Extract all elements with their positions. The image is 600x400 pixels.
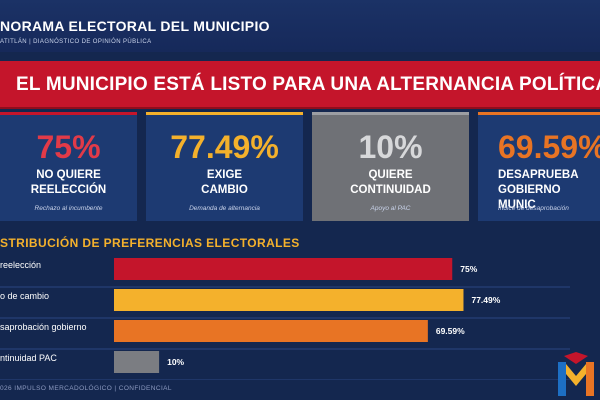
page-subtitle: ATITLÁN | DIAGNÓSTICO DE OPINIÓN PÚBLICA [0, 39, 152, 45]
kpi-label: EXIGE CAMBIO [201, 169, 248, 196]
kpi-label: QUIERE CONTINUIDAD [350, 169, 431, 196]
category-label: saprobación gobierno [0, 322, 87, 332]
headline-text: EL MUNICIPIO ESTÁ LISTO PARA UNA ALTERNA… [16, 74, 600, 95]
kpi-value: 10% [358, 129, 423, 165]
bar [114, 351, 160, 373]
category-label: o de cambio [0, 291, 49, 301]
category-label: ntinuidad PAC [0, 353, 57, 363]
kpi-note: Rechazo al incumbente [34, 205, 103, 212]
kpi-note: Demanda de alternancia [189, 205, 260, 212]
bar [114, 289, 464, 311]
kpi-value: 69.59% [498, 129, 600, 165]
kpi-card-demands-change: 77.49% EXIGE CAMBIO Demanda de alternanc… [146, 112, 303, 221]
value-label: 75% [460, 264, 477, 274]
value-label: 69.59% [436, 326, 465, 336]
kpi-note: Apoyo al PAC [370, 205, 411, 212]
header-bar: NORAMA ELECTORAL DEL MUNICIPIO ATITLÁN |… [0, 0, 600, 52]
value-label: 77.49% [471, 295, 500, 305]
kpi-value: 75% [36, 129, 101, 165]
kpi-label: NO QUIERE REELECCIÓN [30, 169, 107, 196]
logo-shape-left [558, 362, 566, 396]
bar [114, 258, 453, 280]
brand-logo [558, 352, 594, 396]
kpi-card-no-reelection: 75% NO QUIERE REELECCIÓN Rechazo al incu… [0, 112, 137, 221]
kpi-label: DESAPRUEBA GOBIERNO MUNIC [498, 169, 579, 211]
kpi-card-disapproval: 69.59% DESAPRUEBA GOBIERNO MUNIC Índice … [478, 112, 600, 221]
footer-text: 026 IMPULSO MERCADOLÓGICO | CONFIDENCIAL [0, 385, 172, 392]
headline-banner: EL MUNICIPIO ESTÁ LISTO PARA UNA ALTERNA… [0, 61, 600, 107]
logo-shape-peak [564, 352, 588, 364]
kpi-note: Índice de desaprobación [498, 205, 569, 212]
logo-shape-mid [566, 364, 586, 386]
kpi-card-continuity: 10% QUIERE CONTINUIDAD Apoyo al PAC [312, 112, 469, 221]
preference-bar-chart: reelección 75% o de cambio 77.49% saprobació… [0, 258, 570, 380]
chart-title: STRIBUCIÓN DE PREFERENCIAS ELECTORALES [0, 236, 300, 250]
page-title: NORAMA ELECTORAL DEL MUNICIPIO [0, 18, 270, 34]
logo-shape-right [586, 362, 594, 396]
bar [114, 320, 428, 342]
kpi-value: 77.49% [170, 129, 279, 165]
category-label: reelección [0, 260, 41, 270]
value-label: 10% [167, 357, 184, 367]
